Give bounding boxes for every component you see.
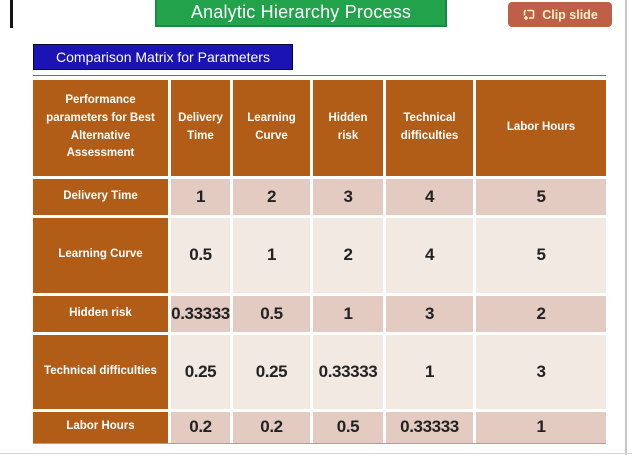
matrix-cell: 1	[313, 295, 383, 332]
slide-subtitle: Comparison Matrix for Parameters	[56, 49, 270, 65]
bottom-edge-line	[0, 453, 632, 455]
corner-header: Performance parameters for Best Alternat…	[33, 79, 168, 176]
comparison-matrix-table: Performance parameters for Best Alternat…	[33, 79, 606, 443]
matrix-cell: 0.2	[233, 411, 310, 443]
matrix-cell: 0.5	[171, 217, 230, 293]
row-header-technical-difficulties: Technical difficulties	[33, 334, 168, 409]
matrix-cell: 3	[313, 178, 383, 215]
matrix-cell: 0.33333	[313, 334, 383, 409]
col-header-hidden-risk: Hidden risk	[313, 79, 383, 176]
matrix-cell: 0.5	[233, 295, 310, 332]
matrix-cell: 1	[476, 411, 606, 443]
right-edge-line	[625, 0, 627, 455]
clip-slide-label: Clip slide	[542, 7, 598, 22]
slide-title: Analytic Hierarchy Process	[190, 2, 412, 22]
col-header-technical-difficulties: Technical difficulties	[386, 79, 473, 176]
matrix-cell: 3	[386, 295, 473, 332]
matrix-cell: 4	[386, 217, 473, 293]
matrix-cell: 0.33333	[386, 411, 473, 443]
clip-slide-button[interactable]: Clip slide	[508, 2, 612, 27]
matrix-cell: 0.25	[233, 334, 310, 409]
row-header-hidden-risk: Hidden risk	[33, 295, 168, 332]
matrix-cell: 0.5	[313, 411, 383, 443]
row-header-labor-hours: Labor Hours	[33, 411, 168, 443]
row-header-delivery-time: Delivery Time	[33, 178, 168, 215]
matrix-cell: 0.2	[171, 411, 230, 443]
clip-icon	[523, 9, 535, 20]
matrix-cell: 5	[476, 178, 606, 215]
matrix-cell: 2	[476, 295, 606, 332]
matrix-cell: 0.25	[171, 334, 230, 409]
col-header-labor-hours: Labor Hours	[476, 79, 606, 176]
matrix-cell: 1	[386, 334, 473, 409]
matrix-cell: 2	[233, 178, 310, 215]
matrix-cell: 1	[233, 217, 310, 293]
matrix-cell: 5	[476, 217, 606, 293]
matrix-cell: 0.33333	[171, 295, 230, 332]
matrix-cell: 1	[171, 178, 230, 215]
row-header-learning-curve: Learning Curve	[33, 217, 168, 293]
matrix-cell: 4	[386, 178, 473, 215]
table-top-border	[33, 74, 606, 77]
matrix-cell: 3	[476, 334, 606, 409]
table-bottom-border	[33, 442, 606, 445]
col-header-learning-curve: Learning Curve	[233, 79, 310, 176]
slide-title-banner: Analytic Hierarchy Process	[155, 0, 447, 27]
col-header-delivery-time: Delivery Time	[171, 79, 230, 176]
matrix-cell: 2	[313, 217, 383, 293]
slide-subtitle-banner: Comparison Matrix for Parameters	[33, 44, 293, 70]
left-edge-line	[10, 0, 13, 28]
